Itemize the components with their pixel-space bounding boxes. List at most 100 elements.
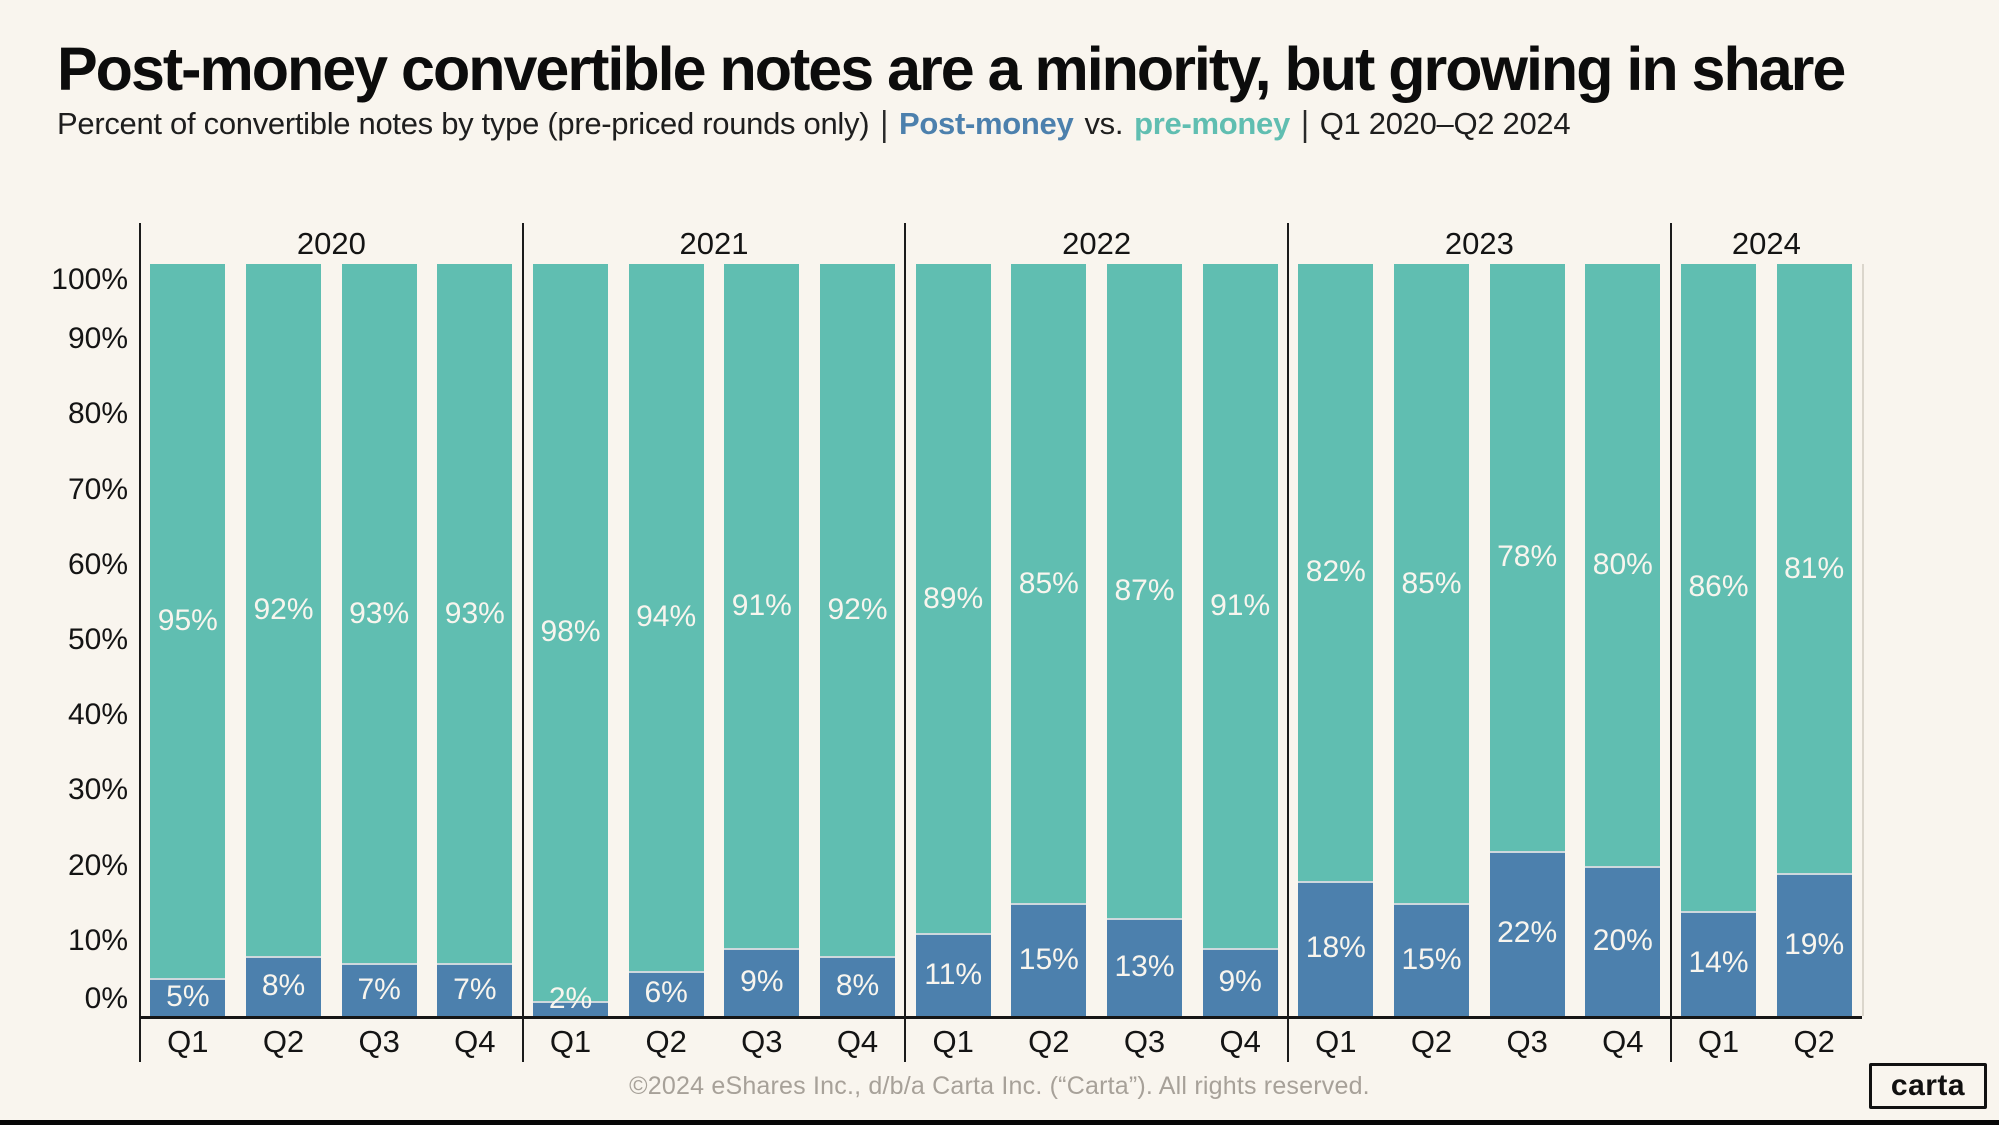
pre-money-value-label: 91% xyxy=(1210,589,1271,623)
y-axis-tick-label: 70% xyxy=(67,472,128,506)
chart-title: Post-money convertible notes are a minor… xyxy=(57,35,1846,103)
post-money-value-label: 20% xyxy=(1592,923,1653,957)
post-money-value-label: 9% xyxy=(1218,965,1262,999)
y-axis-tick-label: 40% xyxy=(67,698,128,732)
pre-money-value-label: 95% xyxy=(157,604,218,638)
post-money-segment xyxy=(1681,910,1756,1016)
quarter-label-2023-Q4: Q4 xyxy=(1602,1024,1644,1059)
bar-2023-Q4: 80% 20% xyxy=(1585,264,1661,1016)
legend-pre-money: pre-money xyxy=(1134,106,1290,141)
bar-2023-Q3: 78% 22% xyxy=(1489,264,1565,1016)
bottom-edge-strip xyxy=(0,1120,1999,1125)
post-money-segment xyxy=(1011,903,1087,1016)
pre-money-value-label: 87% xyxy=(1114,574,1175,608)
post-money-segment xyxy=(1489,850,1565,1016)
quarter-label-2023-Q1: Q1 xyxy=(1315,1024,1357,1059)
pre-money-value-label: 82% xyxy=(1305,555,1366,589)
subtitle-separator: | xyxy=(880,103,889,144)
pre-money-segment xyxy=(437,264,513,964)
bar-2022-Q2: 85% 15% xyxy=(1011,264,1087,1016)
subtitle-vs: vs. xyxy=(1084,106,1124,141)
year-label-2024: 2024 xyxy=(1731,226,1801,261)
pre-money-value-label: 80% xyxy=(1592,547,1653,581)
y-axis-tick-label: 50% xyxy=(67,623,128,656)
y-axis-tick-label: 10% xyxy=(67,923,128,957)
year-label-2021: 2021 xyxy=(679,226,749,261)
pre-money-value-label: 92% xyxy=(827,592,888,626)
subtitle-date-range: Q1 2020–Q2 2024 xyxy=(1319,106,1571,141)
quarter-label-2022-Q2: Q2 xyxy=(1028,1024,1070,1059)
post-money-value-label: 19% xyxy=(1784,927,1845,961)
pre-money-segment xyxy=(724,264,800,949)
subtitle-lead: Percent of convertible notes by type (pr… xyxy=(57,106,870,141)
bar-2020-Q3: 93% 7% xyxy=(341,264,417,1016)
pre-money-segment xyxy=(1489,264,1565,851)
quarter-label-2023-Q3: Q3 xyxy=(1506,1024,1548,1059)
quarter-label-2021-Q4: Q4 xyxy=(836,1024,879,1059)
pre-money-segment xyxy=(628,264,704,971)
x-axis-line xyxy=(140,1016,1862,1019)
y-axis-tick-label: 30% xyxy=(67,773,128,807)
post-money-value-label: 15% xyxy=(1018,942,1079,976)
pre-money-segment xyxy=(533,264,608,1001)
quarter-label-2020-Q3: Q3 xyxy=(358,1024,400,1059)
post-money-segment xyxy=(1394,903,1469,1016)
post-money-segment xyxy=(437,963,513,1016)
quarter-label-2021-Q1: Q1 xyxy=(549,1024,592,1059)
bar-2021-Q2: 94% 6% xyxy=(628,264,704,1016)
post-money-segment xyxy=(341,963,417,1016)
bar-2021-Q1: 98% 2% xyxy=(533,264,608,1016)
quarter-label-2024-Q2: Q2 xyxy=(1793,1024,1835,1059)
legend-post-money: Post-money xyxy=(899,106,1074,141)
pre-money-segment xyxy=(246,264,321,956)
pre-money-segment xyxy=(820,264,895,956)
post-money-value-label: 7% xyxy=(453,972,497,1006)
bar-2022-Q1: 89% 11% xyxy=(915,264,991,1016)
pre-money-segment xyxy=(1298,264,1374,881)
post-money-segment xyxy=(1202,948,1278,1016)
pre-money-segment xyxy=(150,264,226,979)
quarter-label-2022-Q4: Q4 xyxy=(1219,1024,1261,1059)
y-axis-tick-label: 80% xyxy=(67,397,128,431)
year-separator-line xyxy=(904,223,907,1062)
copyright-text: ©2024 eShares Inc., d/b/a Carta Inc. (“C… xyxy=(629,1072,1370,1100)
year-label-2022: 2022 xyxy=(1062,226,1132,261)
quarter-label-2021-Q2: Q2 xyxy=(645,1024,687,1059)
post-money-segment xyxy=(1585,865,1661,1016)
year-label-2020: 2020 xyxy=(296,226,366,261)
pre-money-value-label: 85% xyxy=(1401,566,1462,600)
pre-money-segment xyxy=(915,264,991,934)
year-separator-line xyxy=(521,223,524,1062)
post-money-value-label: 15% xyxy=(1401,942,1462,976)
post-money-value-label: 11% xyxy=(924,957,983,991)
post-money-value-label: 2% xyxy=(548,982,593,1015)
pre-money-value-label: 92% xyxy=(253,592,314,626)
pre-money-segment xyxy=(1011,264,1087,904)
quarter-label-2024-Q1: Q1 xyxy=(1697,1024,1740,1059)
year-label-2023: 2023 xyxy=(1444,226,1514,261)
post-money-segment xyxy=(915,933,991,1016)
y-axis-tick-label: 60% xyxy=(67,547,128,581)
post-money-value-label: 13% xyxy=(1114,950,1175,984)
post-money-segment xyxy=(628,970,704,1016)
bar-2023-Q1: 82% 18% xyxy=(1298,264,1374,1016)
subtitle-separator: | xyxy=(1300,103,1309,144)
post-money-segment xyxy=(246,955,321,1016)
pre-money-segment xyxy=(1776,264,1852,874)
quarter-label-2022-Q3: Q3 xyxy=(1123,1024,1166,1059)
pre-money-segment xyxy=(1107,264,1182,919)
post-money-value-label: 8% xyxy=(835,968,880,1002)
quarter-label-2021-Q3: Q3 xyxy=(741,1024,783,1059)
pre-money-value-label: 93% xyxy=(444,596,505,630)
pre-money-value-label: 89% xyxy=(923,581,984,615)
pre-money-segment xyxy=(1202,264,1278,949)
chart-subtitle: Percent of convertible notes by type (pr… xyxy=(57,103,1571,144)
quarter-label-2020-Q2: Q2 xyxy=(262,1024,305,1059)
bar-2020-Q4: 93% 7% xyxy=(437,264,513,1016)
bar-2021-Q3: 91% 9% xyxy=(724,264,800,1016)
post-money-value-label: 6% xyxy=(644,976,688,1010)
quarter-label-2022-Q1: Q1 xyxy=(932,1024,974,1059)
carta-logo: carta xyxy=(1869,1063,1987,1109)
year-separator-line xyxy=(1287,223,1289,1062)
